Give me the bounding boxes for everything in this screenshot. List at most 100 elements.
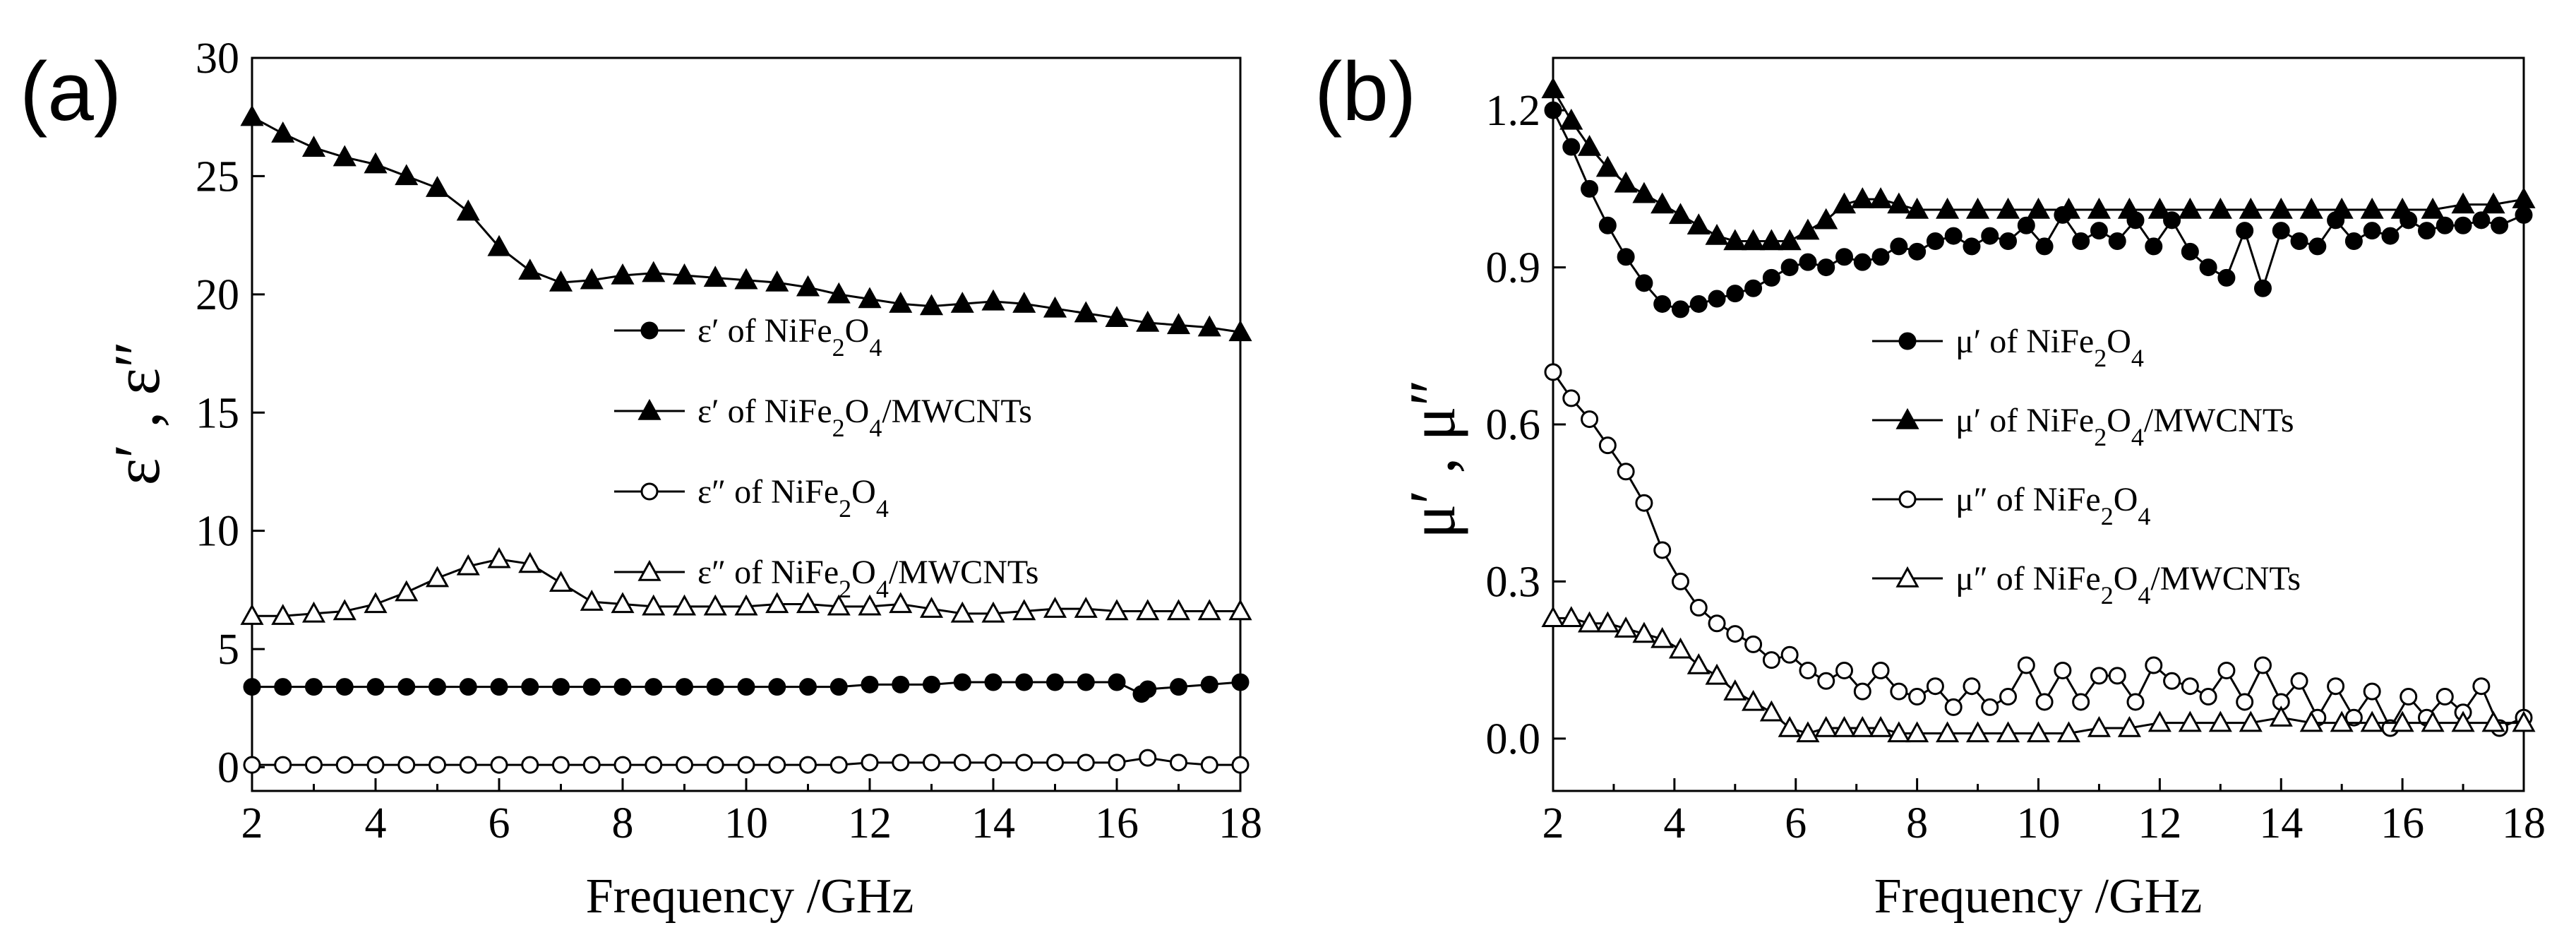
panel-b-y-tick-label: 1.2: [1486, 87, 1541, 135]
panel-b-data-point: [2269, 197, 2293, 219]
panel-b-data-point: [2236, 693, 2254, 711]
panel-a-data-point: [703, 266, 727, 287]
panel-a-data-point: [737, 678, 755, 696]
panel-a-data-point: [827, 282, 851, 304]
panel-b-data-point: [1817, 672, 1835, 690]
panel-b-data-point: [1944, 227, 1963, 245]
panel-b-data-point: [2239, 197, 2263, 219]
panel-b-data-point: [1598, 216, 1617, 234]
panel-b-data-point: [1890, 682, 1908, 701]
panel-b-data-point: [2181, 677, 2199, 696]
panel-a-data-point: [984, 754, 1002, 772]
panel-b-series-2: [1541, 77, 2536, 251]
panel-a-data-point: [1200, 756, 1218, 774]
panel-b-data-point: [1544, 363, 1562, 381]
panel-b-data-point: [2239, 710, 2263, 732]
panel-a-data-point: [950, 601, 974, 623]
panel-b-data-point: [1887, 192, 1911, 214]
panel-b-data-point: [2436, 688, 2454, 706]
panel-a-data-point: [889, 292, 913, 313]
panel-a-data-point: [923, 754, 940, 772]
panel-a-legend-item: ε′ of NiFe2O4/MWCNTs: [614, 393, 1032, 442]
panel-a-data-point: [582, 756, 601, 774]
panel-a-data-point: [919, 597, 944, 618]
panel-b-data-point: [2217, 661, 2236, 679]
panel-a-data-point: [397, 678, 416, 696]
panel-b-data-point: [1632, 621, 1656, 643]
panel-b-x-tick-label: 16: [2380, 799, 2424, 847]
panel-a-data-point: [487, 547, 511, 568]
panel-a-legend-label: ε′ of NiFe2O4/MWCNTs: [697, 393, 1032, 442]
panel-b-data-point: [1562, 389, 1581, 407]
panel-a-y-axis-label-group: ε′ , ε″: [101, 341, 173, 486]
panel-a-data-point: [923, 675, 940, 693]
panel-a-data-point: [1108, 754, 1126, 772]
panel-b-y-axis-label: μ′ , μ″: [1396, 379, 1468, 539]
panel-a-data-point: [425, 566, 450, 588]
panel-b-data-point: [1653, 541, 1672, 559]
panel-b-y-tick-label: 0.3: [1486, 558, 1541, 606]
panel-a-data-point: [243, 678, 261, 696]
panel-b-x-tick-label: 2: [1542, 799, 1564, 847]
panel-b-data-point: [1835, 661, 1853, 679]
panel-a-data-point: [1105, 599, 1129, 621]
panel-b-legend-label: μ′ of NiFe2O4: [1955, 323, 2144, 372]
panel-a-data-point: [1200, 675, 1218, 693]
panel-a-data-point: [796, 275, 820, 297]
panel-b-data-point: [2208, 197, 2232, 219]
panel-a-data-point: [1170, 678, 1187, 696]
panel-b-data-point: [1796, 721, 1820, 743]
panel-a-data-point: [796, 592, 820, 614]
panel-a-data-point: [366, 756, 385, 774]
panel-b-data-point: [2436, 216, 2454, 234]
panel-b-data-point: [1999, 232, 2018, 250]
panel-b-data-point: [2512, 710, 2536, 732]
panel-a-data-point: [582, 678, 601, 696]
panel-a-data-point: [1197, 315, 1221, 337]
panel-b-data-point: [1853, 253, 1871, 271]
panel-a-data-point: [892, 675, 910, 693]
panel-a-data-point: [549, 571, 573, 592]
panel-b-data-point: [2126, 693, 2145, 711]
panel-a-legend-marker: [637, 398, 661, 420]
panel-b-data-point: [1871, 661, 1890, 679]
panel-a-data-point: [984, 673, 1002, 691]
panel-a-data-point: [861, 675, 879, 693]
panel-a-data-point: [768, 756, 786, 774]
panel-b-data-point: [2017, 656, 2035, 674]
panel-b-data-point: [1780, 258, 1799, 277]
panel-a-data-point: [271, 604, 295, 625]
panel-b-data-point: [2290, 232, 2308, 250]
panel-a-data-point: [1105, 306, 1129, 328]
panel-b-y-axis-label-group: μ′ , μ″: [1396, 379, 1468, 539]
panel-b-x-tick-label: 8: [1906, 799, 1928, 847]
panel-a-data-point: [829, 678, 848, 696]
panel-b-data-point: [2017, 216, 2035, 234]
panel-a-y-tick-label: 15: [196, 389, 239, 437]
panel-b-series-1: [1544, 101, 2533, 318]
panel-b-legend-label: μ′ of NiFe2O4/MWCNTs: [1955, 402, 2294, 451]
panel-b-legend-label: μ″ of NiFe2O4: [1955, 481, 2150, 530]
panel-b-data-point: [1635, 494, 1653, 512]
panel-a-data-point: [765, 592, 789, 614]
panel-a-data-point: [549, 270, 573, 292]
panel-a-y-tick-label: 30: [196, 35, 239, 83]
panel-a-y-tick-label: 10: [196, 508, 239, 556]
panel-a-series-line: [251, 116, 1241, 333]
panel-a-data-point: [335, 756, 354, 774]
panel-a-data-point: [580, 268, 604, 290]
panel-a-data-point: [490, 756, 508, 774]
panel-b-data-point: [2381, 227, 2400, 245]
panel-a-data-point: [1136, 599, 1160, 621]
panel-a-data-point: [429, 756, 446, 774]
panel-b-data-point: [1814, 715, 1838, 737]
panel-a-data-point: [366, 678, 385, 696]
panel-b-data-point: [1562, 138, 1581, 156]
panel-b-data-point: [1581, 410, 1599, 429]
panel-b-letter: (b): [1314, 45, 1416, 138]
panel-a-data-point: [395, 580, 419, 602]
panel-a-x-tick-label: 14: [971, 799, 1015, 847]
panel-b-x-tick-label: 6: [1785, 799, 1807, 847]
panel-a-data-point: [364, 592, 388, 614]
panel-b-data-point: [2253, 279, 2272, 297]
